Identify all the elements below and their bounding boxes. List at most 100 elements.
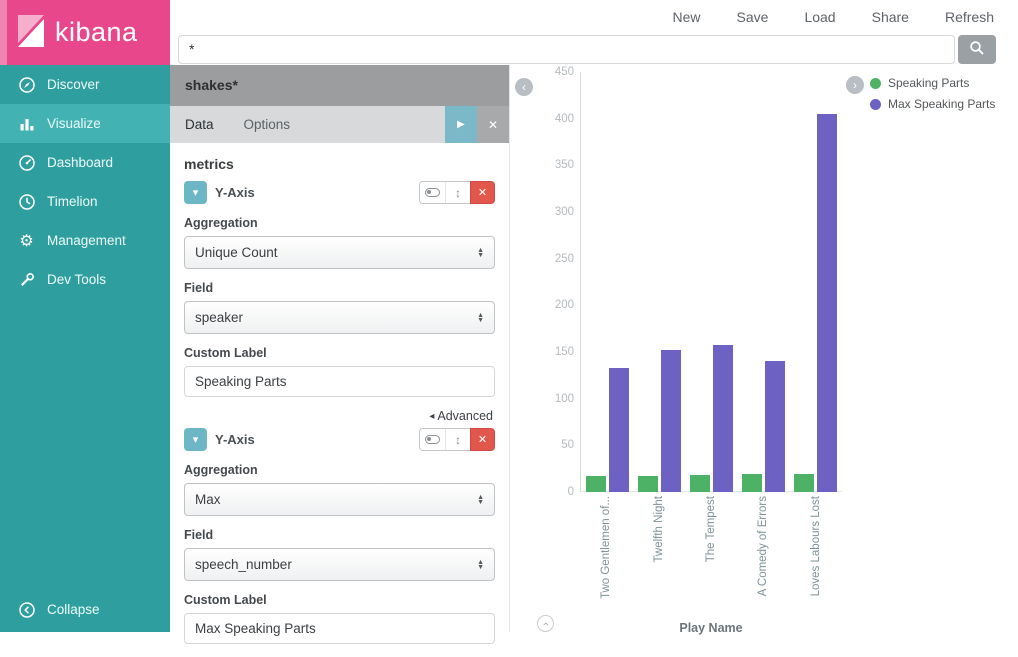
logo-accent-stripe <box>0 0 7 65</box>
advanced-toggle[interactable]: ◂ Advanced <box>186 409 493 423</box>
search-icon <box>969 40 985 59</box>
nav-item-refresh[interactable]: Refresh <box>944 8 994 25</box>
bar[interactable] <box>817 114 838 492</box>
bar-chart-icon <box>17 114 36 133</box>
collapse-label: Collapse <box>47 602 100 617</box>
legend-dot-icon <box>870 98 881 110</box>
aggregation-selected-value: Unique Count <box>195 245 278 260</box>
bar[interactable] <box>585 476 606 492</box>
editor-actions: ▶ ✕ <box>445 106 509 143</box>
bar[interactable] <box>608 367 629 492</box>
sidebar-item-visualize[interactable]: Visualize <box>0 104 170 143</box>
bar-group <box>581 367 633 492</box>
search-bar <box>170 33 1018 65</box>
kibana-logo[interactable]: kibana <box>0 0 170 65</box>
agg-header-1: ▾ Y-Axis ↕ ✕ <box>184 181 495 204</box>
dashboard-icon <box>17 153 36 172</box>
bar[interactable] <box>637 476 658 492</box>
nav-item-share[interactable]: Share <box>871 8 909 25</box>
disable-agg-toggle[interactable] <box>420 429 445 450</box>
collapse-agg-button[interactable]: ▾ <box>184 181 207 204</box>
remove-agg-button[interactable]: ✕ <box>470 181 495 204</box>
x-tick-label: The Tempest <box>704 496 717 563</box>
y-tick-label: 350 <box>554 159 574 172</box>
query-input[interactable] <box>178 34 955 64</box>
legend-item[interactable]: Max Speaking Parts <box>870 97 995 111</box>
custom-label-input[interactable] <box>184 613 495 644</box>
y-tick-label: 200 <box>554 299 574 312</box>
clock-icon <box>17 192 36 211</box>
sidebar-item-dashboard[interactable]: Dashboard <box>0 143 170 182</box>
agg-title: Y-Axis <box>215 185 255 200</box>
sidebar-item-label: Dev Tools <box>47 272 107 287</box>
advanced-left-triangle-icon: ◂ <box>429 410 435 422</box>
select-arrows-icon: ▲ ▼ <box>477 311 484 324</box>
bar[interactable] <box>794 474 815 492</box>
wrench-icon <box>17 270 36 289</box>
bar-group <box>738 361 790 492</box>
top-nav: New Save Load Share Refresh <box>170 0 1018 33</box>
metrics-config: metrics ▾ Y-Axis ↕ ✕ Aggregation Unique … <box>170 143 509 657</box>
reorder-agg-handle[interactable]: ↕ <box>445 182 470 203</box>
collapse-agg-button[interactable]: ▾ <box>184 428 207 451</box>
nav-item-save[interactable]: Save <box>736 8 769 25</box>
bar[interactable] <box>660 350 681 492</box>
sidebar-item-label: Visualize <box>47 116 101 131</box>
bar[interactable] <box>742 474 763 492</box>
sidebar-collapse-button[interactable]: Collapse <box>0 587 170 632</box>
chevron-right-icon: › <box>853 78 857 92</box>
agg-control-group: ↕ <box>419 181 470 204</box>
discard-changes-button[interactable]: ✕ <box>477 106 509 143</box>
select-arrows-icon: ▲ ▼ <box>477 246 484 259</box>
search-button[interactable] <box>958 34 996 64</box>
sidebar-item-discover[interactable]: Discover <box>0 65 170 104</box>
tab-data[interactable]: Data <box>185 117 214 132</box>
bar[interactable] <box>765 361 786 492</box>
plot-area <box>580 72 842 492</box>
x-axis-labels: Two Gentlemen of... Twelfth Night The Temp… <box>580 496 842 617</box>
sidebar-item-management[interactable]: ⚙ Management <box>0 221 170 260</box>
reorder-agg-handle[interactable]: ↕ <box>445 429 470 450</box>
bar[interactable] <box>689 475 710 492</box>
disable-agg-toggle[interactable] <box>420 182 445 203</box>
chevron-left-icon: ‹ <box>522 80 526 94</box>
visualization-canvas: ‹ › Speaking Parts Max Speaking Parts 0 50… <box>510 65 1018 635</box>
custom-label-input[interactable] <box>184 366 495 397</box>
aggregation-select[interactable]: Max ▲ ▼ <box>184 483 495 516</box>
bar[interactable] <box>712 344 733 492</box>
y-tick-label: 250 <box>554 252 574 265</box>
custom-label-label: Custom Label <box>184 593 267 607</box>
agg-controls: ↕ ✕ <box>419 428 495 451</box>
visualization-editor: shakes* Data Options ▶ ✕ metrics ▾ Y-Axi… <box>170 65 510 644</box>
y-tick-label: 100 <box>554 392 574 405</box>
apply-changes-button[interactable]: ▶ <box>445 106 477 143</box>
nav-item-new[interactable]: New <box>672 8 701 25</box>
tab-options[interactable]: Options <box>243 117 291 132</box>
collapse-editor-toggle[interactable]: ‹ <box>515 78 533 96</box>
legend-item[interactable]: Speaking Parts <box>870 76 995 90</box>
select-arrows-icon: ▲ ▼ <box>477 558 484 571</box>
spy-panel-toggle[interactable]: › <box>537 615 554 632</box>
y-tick-label: 400 <box>554 112 574 125</box>
sidebar-item-label: Discover <box>47 77 100 92</box>
field-select[interactable]: speaker ▲ ▼ <box>184 301 495 334</box>
remove-agg-button[interactable]: ✕ <box>470 428 495 451</box>
advanced-label: Advanced <box>437 409 493 423</box>
field-select[interactable]: speech_number ▲ ▼ <box>184 548 495 581</box>
metrics-heading: metrics <box>184 156 234 172</box>
field-selected-value: speech_number <box>195 557 292 572</box>
legend-toggle[interactable]: › <box>846 76 864 94</box>
nav-item-load[interactable]: Load <box>804 8 836 25</box>
aggregation-select[interactable]: Unique Count ▲ ▼ <box>184 236 495 269</box>
y-tick-label: 50 <box>561 439 574 452</box>
editor-tabs: Data Options ▶ ✕ <box>170 106 509 143</box>
delete-x-icon: ✕ <box>477 187 488 199</box>
up-down-arrows-icon: ↕ <box>455 432 461 447</box>
play-icon: ▶ <box>457 119 465 130</box>
legend-label: Max Speaking Parts <box>888 97 996 111</box>
y-tick-label: 150 <box>554 346 574 358</box>
y-tick-label: 0 <box>567 486 574 498</box>
sidebar-item-dev-tools[interactable]: Dev Tools <box>0 260 170 299</box>
sidebar-item-timelion[interactable]: Timelion <box>0 182 170 221</box>
sidebar-item-label: Dashboard <box>47 155 114 170</box>
